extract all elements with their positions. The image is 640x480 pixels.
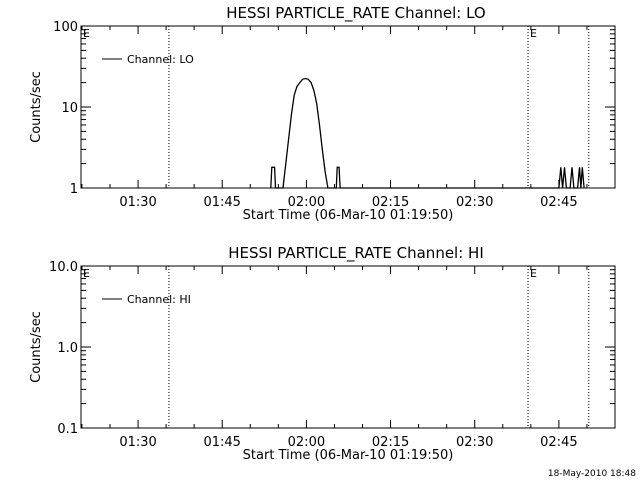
y-axis-label: Counts/sec (29, 311, 44, 383)
event-marker-label: E (530, 27, 537, 40)
x-tick-label: 01:45 (203, 435, 240, 450)
y-axis-label: Counts/sec (29, 71, 44, 143)
y-tick-label: 100 (53, 20, 78, 35)
x-tick-label: 02:15 (372, 195, 409, 210)
y-tick-label: 1.0 (57, 341, 78, 356)
x-tick-label: 01:45 (203, 195, 240, 210)
x-tick-label: 02:00 (288, 195, 325, 210)
x-tick-label: 02:15 (372, 435, 409, 450)
x-tick-label: 02:45 (540, 195, 577, 210)
x-axis-label: Start Time (06-Mar-10 01:19:50) (243, 208, 454, 223)
x-tick-label: 02:45 (540, 435, 577, 450)
y-tick-label: 1 (70, 182, 78, 197)
y-tick-label: 10.0 (49, 260, 78, 275)
series-line (270, 77, 585, 189)
plot-frame (80, 25, 616, 189)
footer-timestamp: 18-May-2010 18:48 (548, 469, 636, 479)
legend-label: Channel: HI (127, 293, 191, 306)
x-tick-label: 01:30 (119, 435, 156, 450)
y-tick-label: 0.1 (57, 422, 78, 437)
plot-frame (80, 265, 616, 429)
event-marker-label: E (530, 267, 537, 280)
axis-start-label: E (83, 267, 90, 280)
x-tick-label: 02:30 (456, 195, 493, 210)
chart-panel-2: HESSI PARTICLE_RATE Channel: HI 01:30 01:4… (29, 244, 616, 463)
chart-title: HESSI PARTICLE_RATE Channel: LO (226, 4, 485, 23)
x-tick-label: 02:00 (288, 435, 325, 450)
axis-start-label: E (83, 27, 90, 40)
x-tick-label: 02:30 (456, 435, 493, 450)
chart-title: HESSI PARTICLE_RATE Channel: HI (228, 244, 484, 263)
y-tick-label: 10 (61, 101, 78, 116)
chart-panel-1: HESSI PARTICLE_RATE Channel: LO 01:30 01:4… (29, 4, 616, 223)
x-axis-label: Start Time (06-Mar-10 01:19:50) (243, 448, 454, 463)
x-tick-label: 01:30 (119, 195, 156, 210)
legend-label: Channel: LO (127, 53, 194, 66)
